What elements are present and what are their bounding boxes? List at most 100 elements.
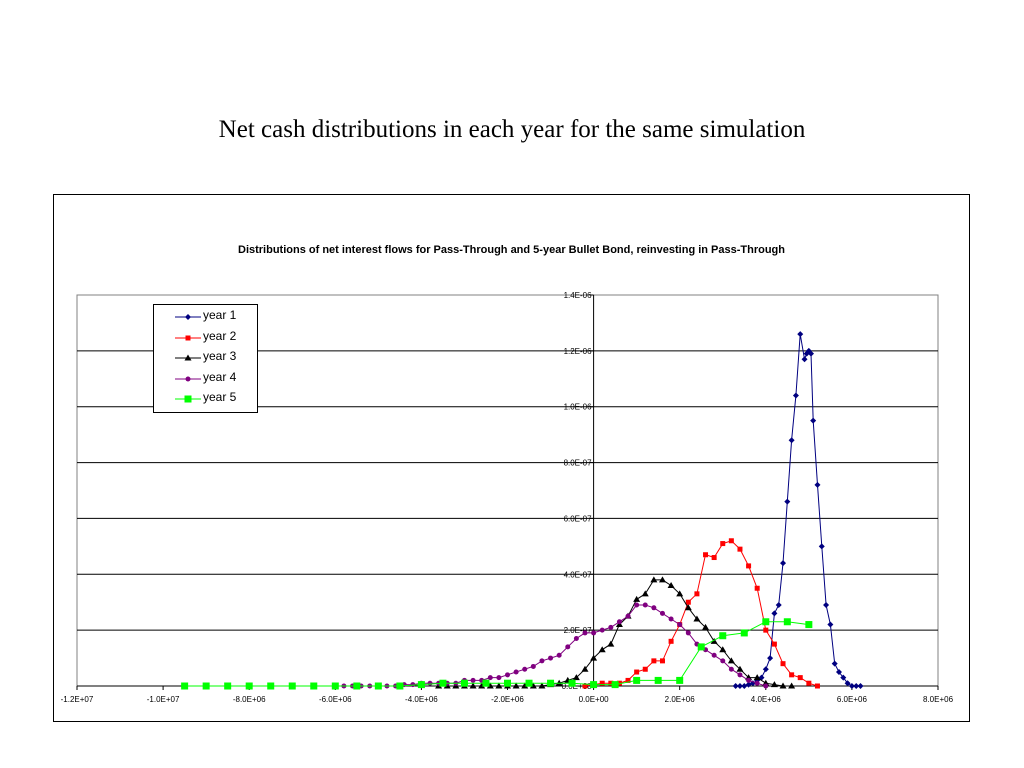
data-point-year-2 xyxy=(780,661,786,667)
data-point-year-1 xyxy=(844,680,851,687)
data-point-year-2 xyxy=(703,552,709,558)
data-point-year-2 xyxy=(711,555,717,561)
data-point-year-2 xyxy=(797,675,803,681)
data-point-year-2 xyxy=(771,641,777,647)
series-line-year-1 xyxy=(735,334,861,687)
data-point-year-3 xyxy=(650,576,658,583)
x-tick-label: 6.0E+06 xyxy=(837,695,868,704)
data-point-year-2 xyxy=(599,680,605,686)
data-point-year-5 xyxy=(805,621,813,629)
data-point-year-1 xyxy=(823,602,830,609)
x-tick-label: 8.0E+06 xyxy=(923,695,954,704)
data-point-year-2 xyxy=(806,680,812,686)
legend-label: year 5 xyxy=(203,390,237,404)
data-point-year-5 xyxy=(697,643,705,651)
data-point-year-1 xyxy=(818,543,825,550)
data-point-year-5 xyxy=(396,682,404,690)
chart-legend: year 1 year 2 year 3 year 4 year 5 xyxy=(153,304,258,413)
data-point-year-4 xyxy=(513,669,519,675)
data-point-year-4 xyxy=(737,672,743,678)
data-point-year-4 xyxy=(487,675,493,681)
data-point-year-4 xyxy=(642,602,648,608)
y-tick-label: 2.0E-07 xyxy=(564,626,593,635)
data-point-year-5 xyxy=(202,682,210,690)
series-line-year-5 xyxy=(184,621,809,687)
data-point-year-3 xyxy=(719,646,727,653)
data-point-year-3 xyxy=(770,681,778,688)
data-point-year-1 xyxy=(840,674,847,681)
data-point-year-1 xyxy=(810,417,817,424)
data-point-year-4 xyxy=(530,663,536,669)
data-point-year-1 xyxy=(857,683,864,689)
data-point-year-4 xyxy=(573,636,579,642)
data-point-year-5 xyxy=(267,682,275,690)
data-point-year-3 xyxy=(495,682,503,689)
data-point-year-1 xyxy=(831,660,838,667)
data-point-year-4 xyxy=(754,680,760,686)
legend-label: year 1 xyxy=(203,308,237,322)
data-point-year-3 xyxy=(521,682,529,689)
data-point-year-2 xyxy=(694,591,700,597)
data-point-year-1 xyxy=(762,666,769,673)
y-tick-label: 1.0E-06 xyxy=(564,403,593,412)
y-tick-label: 4.0E-07 xyxy=(564,570,593,579)
data-point-year-5 xyxy=(181,682,189,690)
data-point-year-1 xyxy=(801,356,808,363)
legend-item-year-4: year 4 xyxy=(154,369,257,390)
data-point-year-4 xyxy=(470,677,476,683)
data-point-year-3 xyxy=(478,682,486,689)
x-tick-label: 4.0E+06 xyxy=(751,695,782,704)
x-tick-label: -6.0E+06 xyxy=(319,695,352,704)
data-point-year-5 xyxy=(676,676,684,684)
data-point-year-5 xyxy=(245,682,253,690)
y-tick-label: 1.2E-06 xyxy=(564,347,593,356)
data-point-year-2 xyxy=(642,666,648,672)
data-point-year-5 xyxy=(590,681,598,689)
data-point-year-5 xyxy=(719,632,727,640)
legend-item-year-3: year 3 xyxy=(154,348,257,369)
data-point-year-5 xyxy=(547,679,555,687)
data-point-year-5 xyxy=(288,682,296,690)
data-point-year-1 xyxy=(814,481,821,488)
y-tick-label: 8.0E-07 xyxy=(564,459,593,468)
legend-item-year-5: year 5 xyxy=(154,389,257,410)
data-point-year-2 xyxy=(754,585,760,591)
legend-swatch xyxy=(175,395,201,403)
data-point-year-1 xyxy=(808,350,815,357)
data-point-year-3 xyxy=(753,674,761,681)
data-point-year-5 xyxy=(331,682,339,690)
data-point-year-3 xyxy=(676,590,684,597)
y-tick-label: 0.0E+00 xyxy=(562,682,593,691)
data-point-year-5 xyxy=(224,682,232,690)
data-point-year-5 xyxy=(417,681,425,689)
data-point-year-3 xyxy=(598,646,606,653)
chart-title: Distributions of net interest flows for … xyxy=(238,244,785,256)
data-point-year-3 xyxy=(727,657,735,664)
y-tick-label: 1.4E-06 xyxy=(564,291,593,300)
legend-item-year-1: year 1 xyxy=(154,307,257,328)
data-point-year-4 xyxy=(728,666,734,672)
data-point-year-4 xyxy=(625,613,631,619)
data-point-year-3 xyxy=(590,654,598,661)
data-point-year-2 xyxy=(737,546,743,552)
data-point-year-4 xyxy=(659,610,665,616)
data-point-year-5 xyxy=(633,676,641,684)
data-point-year-3 xyxy=(788,682,796,689)
data-point-year-5 xyxy=(568,679,576,687)
data-point-year-5 xyxy=(374,682,382,690)
data-point-year-1 xyxy=(797,331,804,338)
data-point-year-4 xyxy=(651,605,657,611)
data-point-year-5 xyxy=(353,682,361,690)
legend-swatch xyxy=(175,335,201,340)
data-point-year-4 xyxy=(608,624,614,630)
data-point-year-1 xyxy=(788,437,795,444)
data-point-year-2 xyxy=(659,658,665,664)
data-point-year-4 xyxy=(746,677,752,683)
data-point-year-1 xyxy=(758,674,765,681)
series-line-year-2 xyxy=(584,540,818,687)
data-point-year-4 xyxy=(599,627,605,633)
data-point-year-2 xyxy=(625,677,631,683)
data-point-year-1 xyxy=(736,683,743,689)
data-point-year-2 xyxy=(616,680,622,686)
data-point-year-4 xyxy=(616,619,622,625)
